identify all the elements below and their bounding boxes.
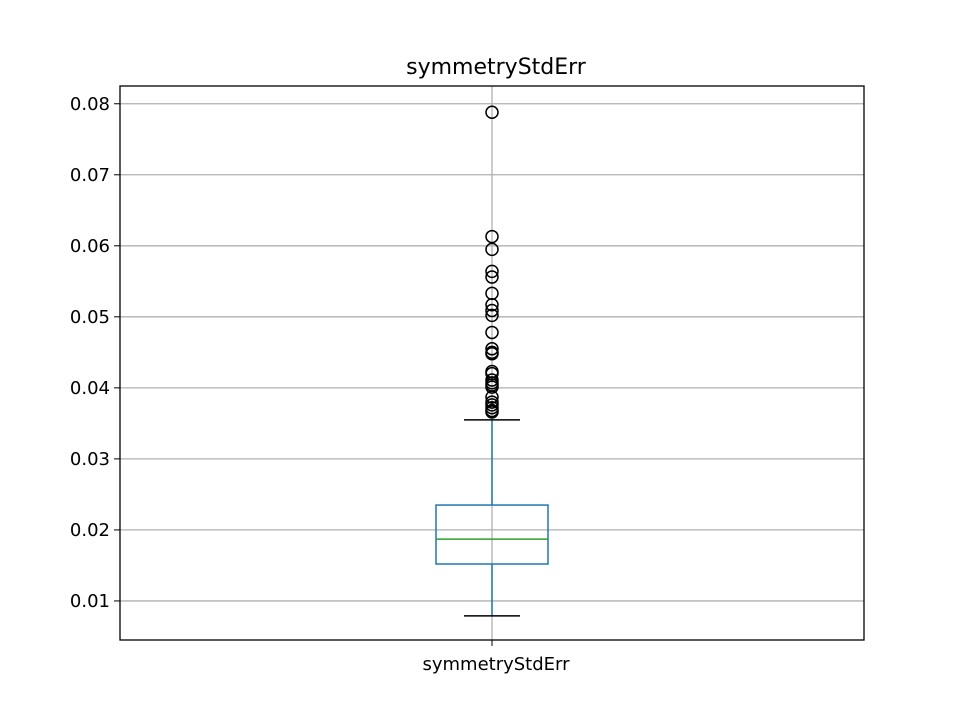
x-tick-label: symmetryStdErr — [422, 654, 570, 675]
outlier-point — [485, 342, 499, 356]
outlier-point — [485, 105, 499, 120]
chart-title: symmetryStdErr — [406, 55, 587, 80]
outlier-point — [485, 347, 499, 361]
grid-lines — [120, 86, 864, 640]
iqr-box — [435, 504, 549, 565]
x-axis: symmetryStdErr — [422, 640, 570, 675]
y-axis: 0.01 0.02 0.03 0.04 0.05 0.06 0.07 0.08 — [70, 94, 120, 612]
outlier-point — [485, 308, 499, 323]
plot-elements — [435, 105, 549, 617]
outlier-point — [485, 229, 499, 244]
y-tick-label: 0.08 — [70, 94, 110, 115]
outlier-point — [485, 242, 499, 257]
outlier-point — [485, 298, 499, 312]
outlier-point — [485, 303, 499, 318]
outlier-point — [485, 390, 499, 404]
y-tick-label: 0.07 — [70, 165, 110, 186]
outlier-point — [485, 270, 499, 284]
y-tick-label: 0.04 — [70, 378, 110, 399]
y-tick-label: 0.03 — [70, 449, 110, 470]
y-tick-label: 0.01 — [70, 591, 110, 612]
outlier-point — [485, 380, 499, 394]
outlier-point — [485, 325, 499, 340]
y-tick-label: 0.05 — [70, 307, 110, 328]
y-tick-label: 0.02 — [70, 520, 110, 541]
outlier-point — [485, 264, 499, 279]
y-tick-label: 0.06 — [70, 236, 110, 257]
outlier-point — [485, 405, 499, 419]
